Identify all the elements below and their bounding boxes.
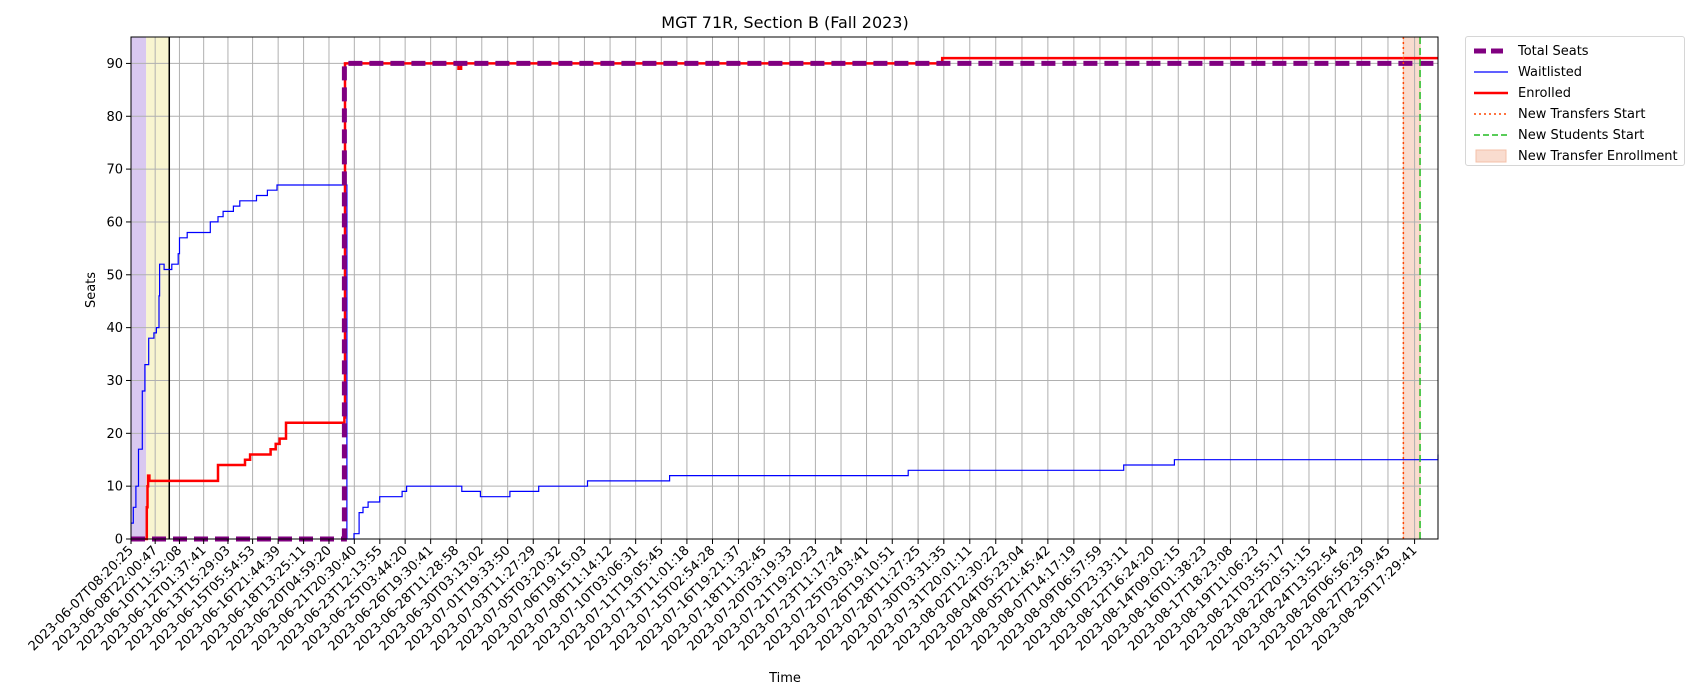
legend-label-new-transfer-enrollment: New Transfer Enrollment — [1518, 148, 1678, 164]
legend-swatch-enrolled — [1474, 91, 1508, 95]
legend-label-waitlisted: Waitlisted — [1518, 64, 1583, 80]
y-tick-label: 90 — [106, 57, 123, 72]
plot-area: 01020304050607080902023-06-07T08:20:2520… — [26, 36, 1439, 654]
shaded-region-1 — [146, 37, 170, 539]
legend-item-new-transfer-enrollment: New Transfer Enrollment — [1474, 146, 1678, 166]
legend-label-enrolled: Enrolled — [1518, 85, 1571, 101]
region-new-transfer-enrollment — [1402, 36, 1421, 540]
x-axis-label: Time — [768, 671, 801, 686]
legend-item-waitlisted: Waitlisted — [1474, 62, 1582, 82]
y-tick-label: 30 — [106, 374, 123, 389]
plot-background — [131, 37, 1438, 539]
legend-swatch-new-transfers-start — [1474, 113, 1508, 115]
legend-swatch-total-seats — [1474, 48, 1508, 54]
legend-item-new-transfers-start: New Transfers Start — [1474, 104, 1645, 124]
legend-swatch-waitlisted — [1474, 71, 1508, 73]
legend-label-new-students-start: New Students Start — [1518, 127, 1645, 143]
legend-item-new-students-start: New Students Start — [1474, 125, 1644, 145]
legend-label-total-seats: Total Seats — [1518, 43, 1589, 59]
y-tick-label: 40 — [106, 321, 123, 336]
legend: Total Seats Waitlisted Enrolled New Tran… — [1465, 36, 1685, 166]
legend-item-enrolled: Enrolled — [1474, 83, 1571, 103]
legend-swatch-new-students-start — [1474, 134, 1508, 136]
series-line-total-seats — [131, 60, 1438, 542]
series-line-waitlisted — [131, 184, 1439, 540]
y-tick-label: 80 — [106, 110, 123, 125]
y-tick-label: 20 — [106, 427, 123, 442]
axes-frame — [130, 36, 1439, 540]
y-tick-label: 0 — [115, 533, 123, 548]
legend-label-new-transfers-start: New Transfers Start — [1518, 106, 1646, 122]
y-tick-label: 60 — [106, 215, 123, 230]
y-tick-label: 70 — [106, 163, 123, 178]
chart-title: MGT 71R, Section B (Fall 2023) — [661, 13, 908, 32]
y-axis-label: Seats — [84, 272, 99, 308]
legend-item-total-seats: Total Seats — [1474, 41, 1589, 61]
legend-swatch-new-transfer-enrollment — [1475, 149, 1507, 163]
y-tick-label: 10 — [106, 480, 123, 495]
y-tick-label: 50 — [106, 268, 123, 283]
